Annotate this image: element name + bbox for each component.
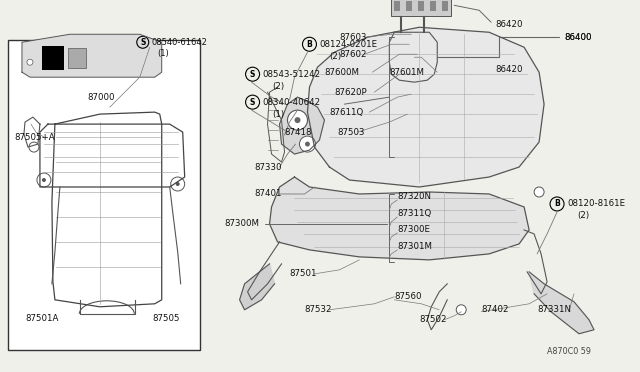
Text: 87601M: 87601M bbox=[389, 68, 424, 77]
Text: 87505+A: 87505+A bbox=[14, 132, 54, 142]
Text: 08124-0201E: 08124-0201E bbox=[319, 40, 378, 49]
Text: 87402: 87402 bbox=[481, 305, 509, 314]
Text: 87505: 87505 bbox=[153, 314, 180, 323]
Circle shape bbox=[300, 136, 316, 152]
Text: 87300M: 87300M bbox=[225, 219, 260, 228]
Circle shape bbox=[171, 177, 185, 191]
Text: (2): (2) bbox=[273, 82, 285, 91]
Text: 87330: 87330 bbox=[255, 163, 282, 171]
Bar bbox=[419, 1, 424, 11]
Text: 87418: 87418 bbox=[285, 128, 312, 137]
Polygon shape bbox=[529, 272, 594, 334]
Text: 87560: 87560 bbox=[394, 292, 422, 301]
Polygon shape bbox=[22, 34, 162, 77]
Bar bbox=[8, 40, 200, 350]
Circle shape bbox=[37, 173, 51, 187]
Text: 86420: 86420 bbox=[495, 65, 523, 74]
Text: (2): (2) bbox=[330, 52, 342, 61]
Text: 87501A: 87501A bbox=[25, 314, 58, 323]
Text: 08120-8161E: 08120-8161E bbox=[567, 199, 625, 208]
Circle shape bbox=[27, 59, 33, 65]
Text: (2): (2) bbox=[577, 211, 589, 221]
Polygon shape bbox=[389, 32, 437, 82]
Polygon shape bbox=[280, 97, 324, 154]
Circle shape bbox=[29, 142, 39, 152]
Polygon shape bbox=[269, 177, 529, 260]
Text: 87331N: 87331N bbox=[537, 305, 571, 314]
Text: 08540-61642: 08540-61642 bbox=[152, 38, 207, 47]
Bar bbox=[391, 0, 451, 16]
Text: 87502: 87502 bbox=[419, 315, 447, 324]
Text: 87600M: 87600M bbox=[324, 68, 360, 77]
Bar bbox=[406, 1, 412, 11]
Bar bbox=[68, 48, 86, 68]
Circle shape bbox=[176, 182, 180, 186]
Text: 87620P: 87620P bbox=[335, 88, 367, 97]
Text: A870C0 59: A870C0 59 bbox=[547, 347, 591, 356]
Text: 08340-40642: 08340-40642 bbox=[262, 97, 321, 107]
Text: 87503: 87503 bbox=[337, 128, 365, 137]
Text: 87603: 87603 bbox=[339, 33, 367, 42]
Text: B: B bbox=[307, 40, 312, 49]
Bar bbox=[430, 1, 436, 11]
Circle shape bbox=[287, 110, 307, 130]
Text: S: S bbox=[250, 70, 255, 79]
Text: (1): (1) bbox=[273, 110, 285, 119]
Circle shape bbox=[305, 142, 310, 147]
Bar bbox=[42, 46, 64, 70]
Polygon shape bbox=[239, 264, 275, 310]
Circle shape bbox=[294, 117, 301, 123]
Circle shape bbox=[42, 178, 46, 182]
Text: 87602: 87602 bbox=[339, 50, 367, 59]
Polygon shape bbox=[307, 27, 544, 187]
Text: 86400: 86400 bbox=[564, 33, 591, 42]
Text: S: S bbox=[140, 38, 145, 47]
Text: 08543-51242: 08543-51242 bbox=[262, 70, 321, 79]
Text: 87300E: 87300E bbox=[397, 225, 430, 234]
Text: 87000: 87000 bbox=[88, 93, 115, 102]
Text: 87501: 87501 bbox=[289, 269, 317, 278]
Text: 86420: 86420 bbox=[495, 20, 523, 29]
Text: 86400: 86400 bbox=[564, 33, 591, 42]
Text: 87532: 87532 bbox=[305, 305, 332, 314]
Bar bbox=[394, 1, 401, 11]
Text: B: B bbox=[554, 199, 560, 208]
Text: S: S bbox=[250, 97, 255, 107]
Bar bbox=[442, 1, 448, 11]
Text: 87311Q: 87311Q bbox=[397, 209, 431, 218]
Text: 87320N: 87320N bbox=[397, 192, 431, 202]
Text: 87401: 87401 bbox=[255, 189, 282, 199]
Text: 87301M: 87301M bbox=[397, 243, 433, 251]
Circle shape bbox=[456, 305, 466, 315]
Text: 87611Q: 87611Q bbox=[330, 108, 364, 117]
Text: (1): (1) bbox=[157, 49, 170, 58]
Circle shape bbox=[534, 187, 544, 197]
